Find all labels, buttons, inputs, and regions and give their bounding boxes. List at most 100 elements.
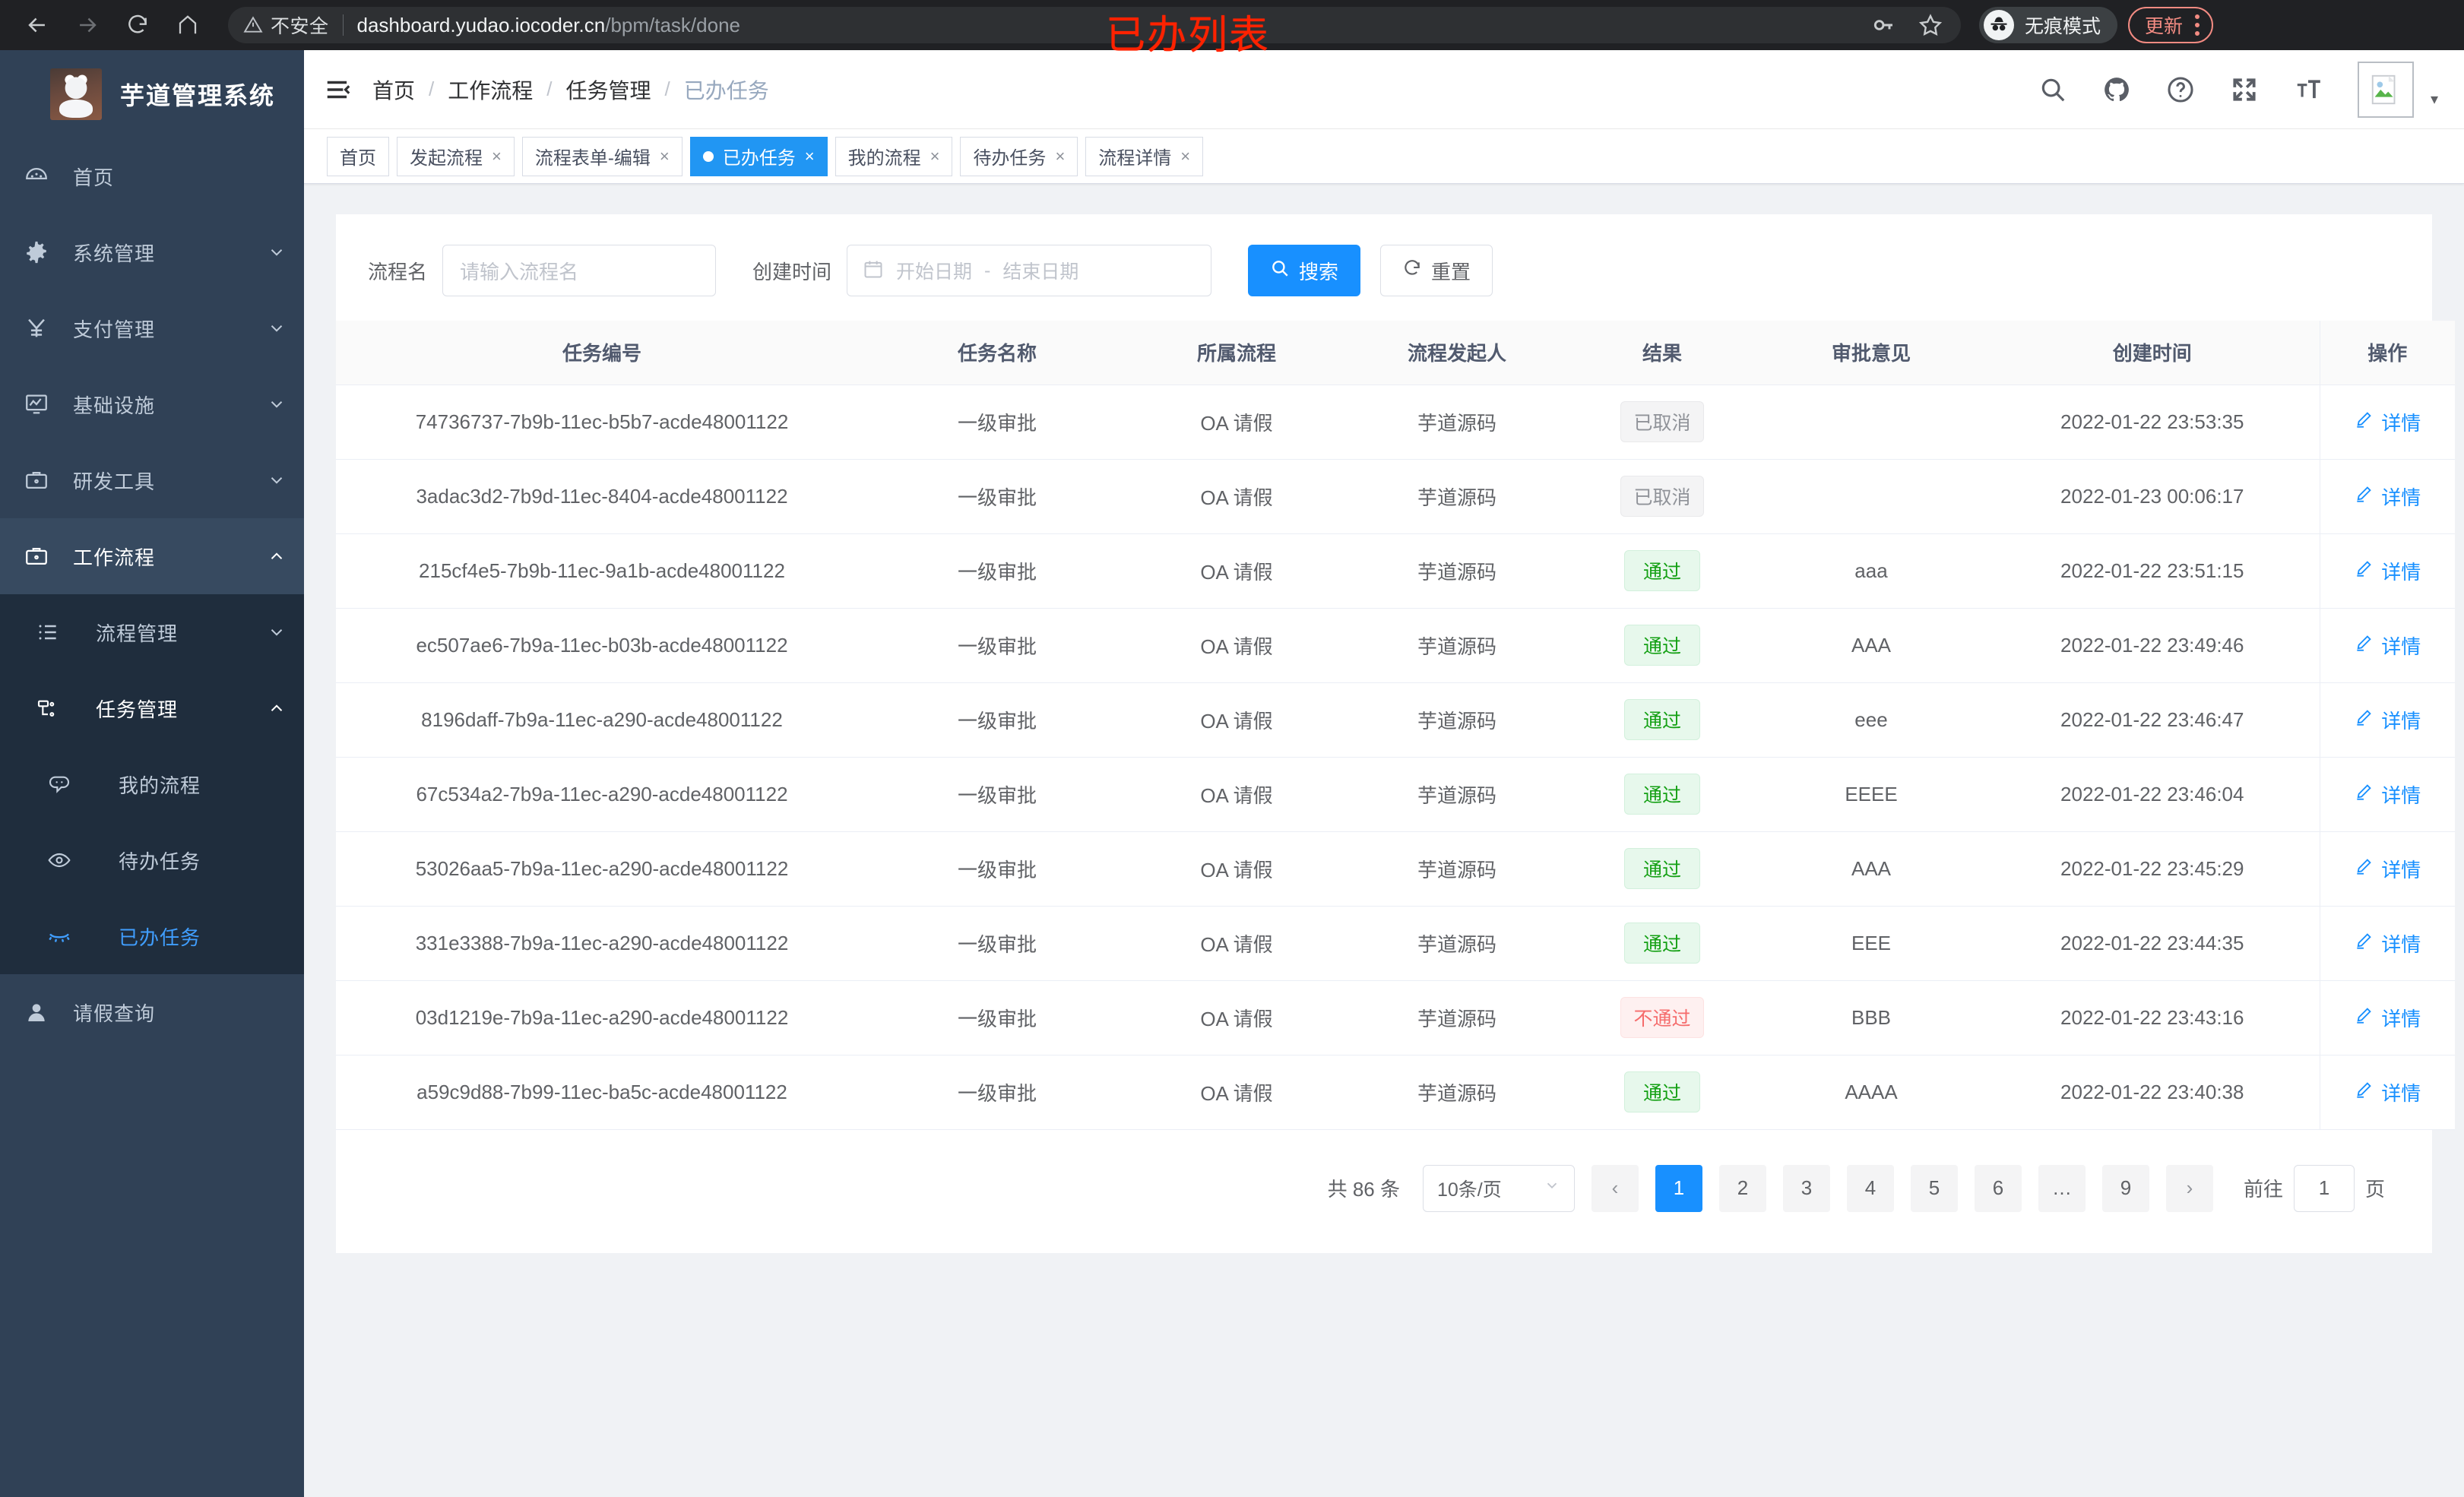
chevron-up-icon (249, 546, 304, 566)
cell-opinion (1757, 385, 1985, 460)
cell-starter: 芋道源码 (1347, 1055, 1567, 1130)
font-size-icon[interactable] (2294, 75, 2323, 104)
star-icon[interactable] (1918, 13, 1943, 37)
sidebar-item-my-process[interactable]: 我的流程 (0, 746, 304, 822)
date-range-picker[interactable]: 开始日期 - 结束日期 (847, 245, 1212, 296)
sidebar-item-todo-task[interactable]: 待办任务 (0, 822, 304, 898)
close-icon[interactable]: × (804, 146, 815, 166)
pagination-page-9[interactable]: 9 (2101, 1164, 2149, 1212)
tab-label: 已办任务 (722, 148, 796, 169)
home-button[interactable] (164, 2, 211, 49)
key-icon[interactable] (1871, 13, 1896, 37)
detail-button[interactable]: 详情 (2354, 1078, 2421, 1106)
detail-label: 详情 (2381, 560, 2421, 584)
tab-my-process[interactable]: 我的流程 × (835, 136, 953, 176)
detail-button[interactable]: 详情 (2354, 1004, 2421, 1032)
breadcrumb-item-2[interactable]: 任务管理 (565, 78, 651, 103)
kebab-menu-icon[interactable] (2195, 14, 2200, 36)
detail-button[interactable]: 详情 (2354, 408, 2421, 436)
cell-task-id: 53026aa5-7b9a-11ec-a290-acde48001122 (336, 831, 868, 907)
detail-button[interactable]: 详情 (2354, 780, 2421, 809)
tab-process-form-edit[interactable]: 流程表单-编辑 × (521, 136, 683, 176)
brand[interactable]: 芋道管理系统 (0, 50, 304, 138)
pagination-next[interactable]: › (2165, 1164, 2213, 1212)
tab-home[interactable]: 首页 (327, 136, 389, 176)
cell-created-time: 2022-01-22 23:49:46 (1985, 608, 2320, 683)
status-badge: 通过 (1624, 774, 1700, 815)
brand-title: 芋道管理系统 (120, 82, 276, 109)
sidebar-item-infrastructure[interactable]: 基础设施 (0, 366, 304, 442)
status-badge: 通过 (1624, 625, 1700, 666)
reload-icon (125, 13, 150, 37)
sidebar-item-task-manage[interactable]: 任务管理 (0, 670, 304, 746)
tab-process-detail[interactable]: 流程详情 × (1085, 136, 1204, 176)
close-icon[interactable]: × (1180, 146, 1191, 166)
search-icon[interactable] (2038, 75, 2067, 104)
breadcrumb-item-1[interactable]: 工作流程 (448, 78, 534, 103)
column-header-result: 结果 (1567, 321, 1757, 385)
hamburger-icon[interactable] (304, 75, 372, 104)
close-icon[interactable]: × (659, 146, 670, 166)
pagination-page-3[interactable]: 3 (1782, 1164, 1830, 1212)
update-button[interactable]: 更新 (2128, 7, 2214, 43)
navbar-actions: ▾ (2038, 61, 2464, 118)
help-icon[interactable] (2166, 75, 2195, 104)
tab-start-process[interactable]: 发起流程 × (397, 136, 515, 176)
breadcrumb-item-0[interactable]: 首页 (372, 78, 416, 103)
detail-button[interactable]: 详情 (2354, 631, 2421, 660)
eye-icon (0, 848, 119, 872)
sidebar-item-leave-query[interactable]: 请假查询 (0, 974, 304, 1050)
column-header-task-id: 任务编号 (336, 321, 868, 385)
detail-button[interactable]: 详情 (2354, 557, 2421, 585)
cell-result: 通过 (1567, 1055, 1757, 1130)
pagination-prev[interactable]: ‹ (1591, 1164, 1639, 1212)
cell-result: 通过 (1567, 682, 1757, 758)
sidebar-item-process-manage[interactable]: 流程管理 (0, 594, 304, 670)
active-dot-icon (702, 150, 714, 162)
detail-button[interactable]: 详情 (2354, 929, 2421, 957)
page-size-select[interactable]: 10条/页 (1422, 1164, 1575, 1212)
sidebar-item-payment[interactable]: 支付管理 (0, 290, 304, 366)
detail-label: 详情 (2381, 1007, 2421, 1030)
sidebar-item-home[interactable]: 首页 (0, 138, 304, 214)
detail-button[interactable]: 详情 (2354, 706, 2421, 734)
pagination-page-1[interactable]: 1 (1655, 1164, 1702, 1212)
detail-button[interactable]: 详情 (2354, 855, 2421, 883)
not-secure-icon (243, 15, 263, 35)
pagination-jump-label: 前往 (2243, 1178, 2283, 1201)
browser-nav-buttons (0, 2, 211, 49)
detail-button[interactable]: 详情 (2354, 483, 2421, 511)
avatar[interactable] (2357, 61, 2414, 118)
sidebar-item-devtools[interactable]: 研发工具 (0, 442, 304, 518)
tab-todo-task[interactable]: 待办任务 × (960, 136, 1078, 176)
pagination-page-6[interactable]: 6 (1974, 1164, 2022, 1212)
pagination-ellipsis[interactable]: … (2038, 1164, 2086, 1212)
forward-button[interactable] (64, 2, 111, 49)
close-icon[interactable]: × (930, 146, 940, 166)
chevron-down-icon[interactable]: ▾ (2430, 90, 2438, 108)
cell-result: 通过 (1567, 906, 1757, 981)
close-icon[interactable]: × (492, 146, 502, 166)
fullscreen-icon[interactable] (2230, 75, 2259, 104)
cell-task-name: 一级审批 (868, 608, 1126, 683)
sidebar-item-system[interactable]: 系统管理 (0, 214, 304, 290)
process-name-input[interactable]: 请输入流程名 (442, 245, 717, 296)
search-button[interactable]: 搜索 (1248, 245, 1361, 296)
pagination-page-4[interactable]: 4 (1846, 1164, 1894, 1212)
sidebar-item-workflow[interactable]: 工作流程 (0, 518, 304, 594)
close-icon[interactable]: × (1055, 146, 1066, 166)
cell-starter: 芋道源码 (1347, 831, 1567, 907)
pagination-page-5[interactable]: 5 (1910, 1164, 1958, 1212)
back-button[interactable] (14, 2, 61, 49)
reload-button[interactable] (114, 2, 161, 49)
pagination-page-2[interactable]: 2 (1718, 1164, 1766, 1212)
calendar-icon (863, 258, 884, 283)
cell-result: 通过 (1567, 757, 1757, 832)
pagination-jump-input[interactable]: 1 (2293, 1164, 2355, 1212)
address-bar[interactable]: 不安全 dashboard.yudao.iocoder.cn/bpm/task/… (228, 7, 1961, 43)
sidebar-item-done-task[interactable]: 已办任务 (0, 898, 304, 974)
incognito-indicator[interactable]: 无痕模式 (1979, 7, 2118, 43)
github-icon[interactable] (2102, 75, 2131, 104)
tab-done-task[interactable]: 已办任务 × (689, 136, 828, 176)
reset-button[interactable]: 重置 (1380, 245, 1493, 296)
